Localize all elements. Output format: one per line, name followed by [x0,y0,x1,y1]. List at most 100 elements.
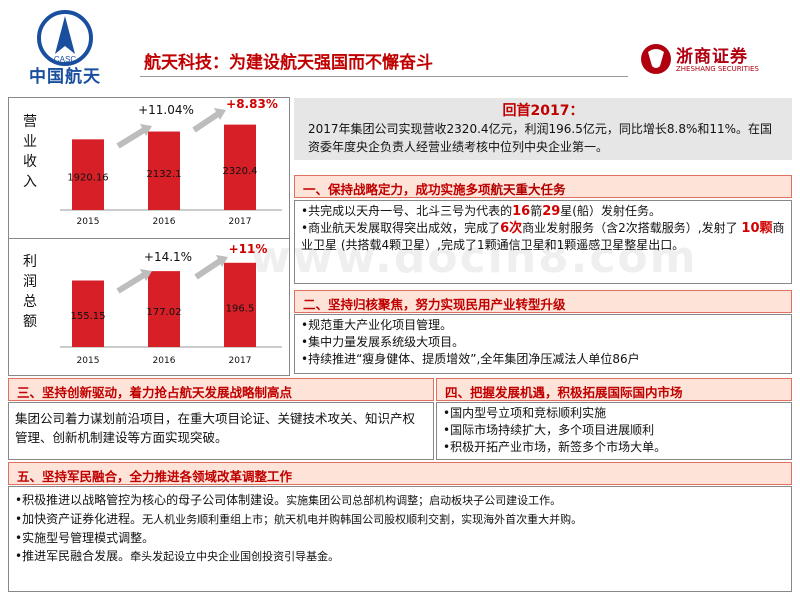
page-title: 航天科技：为建设航天强国而不懈奋斗 [144,53,433,73]
revenue-cat-2017: 2017 [229,217,252,227]
profit-bar-2017 [224,262,256,347]
section-3-head-post: 驱动，着力抢占航天发展战略制高点 [92,385,293,400]
revenue-chart: 1920.16 2132.1 2320.4 2015 2016 2017 +11… [60,98,282,227]
section-4-body: •国内型号立项和竞标顺利实施 •国际市场持续扩大，多个项目进展顺利 •积极开拓产… [436,402,792,460]
casc-emblem-icon: CASC [37,10,93,66]
profit-label-text: 利润总额 [23,254,37,330]
s1-b2-n2: 10颗 [741,221,773,236]
section-4-head-post: 市场 [657,385,683,400]
revenue-cat-2016: 2016 [153,217,176,227]
section-4-head-highlight: 国际国内 [607,385,658,400]
section-3-head-highlight: 创新 [67,385,93,400]
s1-b1-n2: 29 [542,204,561,219]
section-5-item-2: •加快资产证券化进程。无人机业务顺利重组上市；航天机电并购韩国公司股权顺利交割，… [15,510,785,529]
section-3-body: 集团公司着力谋划前沿项目，在重大项目论证、关键技术攻关、知识产权管理、创新机制建… [8,402,434,460]
broker-name: 浙商证券 [676,47,748,67]
section-5-header: 五、坚持军民融合，全力推进各领域改革调整工作 [8,462,792,485]
profit-growth-1: +14.1% [144,250,192,264]
s1-b1-n1: 16 [512,204,531,219]
s5-i1-a: •积极推进以战略管控为核心的母子公司体制建设。 [15,493,287,507]
profit-growth-2: +11% [229,242,268,256]
section-1-item-1: •共完成以天舟一号、北斗三号为代表的16箭29星(船）发射任务。 [301,203,785,220]
section-5-head-pre: 五、坚持 [17,469,68,484]
profit-bar-2016 [148,271,180,347]
s1-b1-a: •共完成以天舟一号、北斗三号为代表的 [301,204,513,218]
revenue-value-2017: 2320.4 [223,166,258,177]
s1-b1-b: 箭 [530,204,543,218]
revenue-cat-2015: 2015 [77,217,100,227]
s1-b2-b: 商业发射服务（含2次搭载服务）,发射了 [522,221,742,235]
section-1-head-text: 一、保持战略定力，成功实施多项 [303,182,491,197]
revenue-label-text: 营业收入 [23,114,37,190]
profit-chart: 155.15 177.02 196.5 2015 2016 2017 +14.1… [60,242,282,366]
revenue-value-2015: 1920.16 [67,172,108,183]
s5-i2-b: 无人机业务顺利重组上市；航天机电并购韩国公司股权顺利交割，实现海外首次重大并购。 [142,513,583,526]
casc-logo: CASC [20,8,110,90]
section-3-header: 三、坚持创新驱动，着力抢占航天发展战略制高点 [8,378,434,401]
section-2-header: 二、坚持归核聚焦，努力实现民用产业转型升级 [294,290,792,313]
s5-i4-b: 牵头发起设立中央企业国创投资引导基金。 [130,550,340,563]
s1-b2-a: •商业航天发展取得突出成效，完成了 [301,221,501,235]
section-1-item-2: •商业航天发展取得突出成效，完成了6次商业发射服务（含2次搭载服务）,发射了 1… [301,220,785,254]
section-5-head-post: ，全力推进各领域改革调整工作 [117,469,293,484]
section-5-item-1: •积极推进以战略管控为核心的母子公司体制建设。实施集团公司总部机构调整；启动板块… [15,491,785,510]
logo-badge: CASC [54,55,76,64]
revenue-growth-1: +11.04% [138,103,194,117]
section-2-item-3: •持续推进“瘦身健体、提质增效”,全年集团净压减法人单位86户 [301,352,640,366]
section-3-head-pre: 三、坚持 [17,385,68,400]
section-4-item-1: •国内型号立项和竞标顺利实施 [443,406,607,420]
section-4-item-2: •国际市场持续扩大，多个项目进展顺利 [443,423,655,437]
revenue-arrow-1-icon [116,127,146,149]
s1-b2-c: 商业卫星 (共搭载4颗卫星）,完成了1颗通信卫星和1颗遥感卫星整星出口。 [301,221,785,252]
review-body: 2017年集团公司实现营收2320.4亿元，利润196.5亿元，同比增长8.8%… [308,122,773,154]
profit-arrow-2-icon [194,258,222,280]
title-divider [140,76,628,77]
section-1-body: •共完成以天舟一号、北斗三号为代表的16箭29星(船）发射任务。 •商业航天发展… [294,200,792,284]
revenue-growth-2: +8.83% [226,98,278,111]
review-title: 回首2017： [502,103,584,119]
profit-cat-2016: 2016 [153,356,176,366]
watermark: www.docin8.com [250,232,698,283]
s5-i4-a: •推进军民融合发展。 [15,549,131,563]
revenue-bar-2017 [224,124,256,210]
profit-bar-2015 [72,280,104,347]
profit-arrow-1-icon [116,272,146,294]
revenue-arrow-2-icon [192,111,220,133]
profit-value-2015: 155.15 [71,311,106,322]
profit-chart-frame [8,238,290,376]
broker-name-en: ZHESHANG SECURITIES [676,65,759,73]
section-2-head-post: ，努力实现民用产业转型升级 [403,297,566,312]
revenue-value-2016: 2132.1 [147,169,182,180]
profit-value-2017: 196.5 [226,304,255,315]
section-4-header: 四、把握发展机遇，积极拓展国际国内市场 [436,378,792,401]
profit-cat-2017: 2017 [229,356,252,366]
section-5-item-4: •推进军民融合发展。牵头发起设立中央企业国创投资引导基金。 [15,547,785,566]
profit-label: 利润总额 [20,252,40,332]
revenue-label: 营业收入 [20,112,40,192]
section-2-item-1: •规范重大产业化项目管理。 [301,318,453,332]
section-3-text: 集团公司着力谋划前沿项目，在重大项目论证、关键技术攻关、知识产权管理、创新机制建… [15,411,416,445]
logo-text: 中国航天 [29,67,101,87]
section-1-header: 一、保持战略定力，成功实施多项航天重大任务 [294,175,792,198]
section-5-head-highlight: 军民融合 [67,469,118,484]
review-panel: 回首2017： 2017年集团公司实现营收2320.4亿元，利润196.5亿元，… [294,98,792,160]
s5-i3-a: •实施型号管理模式调整。 [15,531,155,545]
section-4-head-pre: 四、把握发展机遇，积极拓展 [445,385,608,400]
section-5-item-3: •实施型号管理模式调整。 [15,529,785,547]
section-5-body: •积极推进以战略管控为核心的母子公司体制建设。实施集团公司总部机构调整；启动板块… [8,486,792,592]
section-2-item-2: •集中力量发展系统级大项目。 [301,335,465,349]
revenue-bar-2015 [72,139,104,210]
section-1-head-highlight: 航天重大任务 [490,182,566,197]
section-2-head-pre: 二、坚持 [303,297,354,312]
section-2-body: •规范重大产业化项目管理。 •集中力量发展系统级大项目。 •持续推进“瘦身健体、… [294,314,792,374]
s1-b1-c: 星(船）发射任务。 [560,204,661,218]
broker-logo-icon [641,44,671,74]
profit-cat-2015: 2015 [77,356,100,366]
profit-value-2016: 177.02 [147,307,182,318]
s5-i2-a: •加快资产证券化进程。 [15,512,143,526]
revenue-bar-2016 [148,131,180,210]
s5-i1-b: 实施集团公司总部机构调整；启动板块子公司建设工作。 [286,494,562,507]
section-2-head-highlight: 归核聚焦 [353,297,404,312]
section-4-item-3: •积极开拓产业市场，新签多个市场大单。 [443,440,667,454]
s1-b2-n1: 6次 [500,221,523,236]
